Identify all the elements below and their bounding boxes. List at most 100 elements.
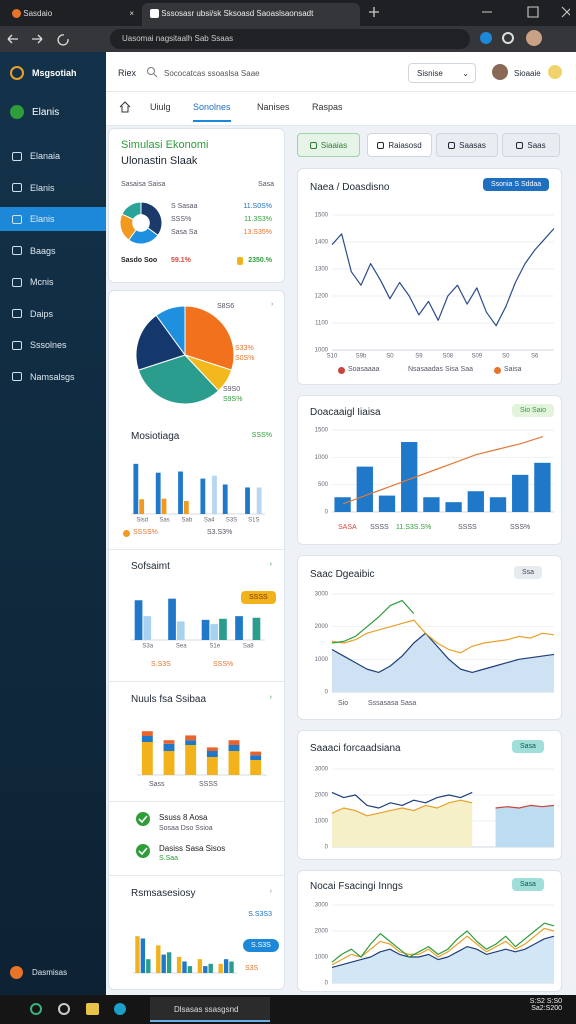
chart-button[interactable]: Ssonia S Sddaa (483, 178, 550, 191)
y-tick-label: 3000 (315, 592, 329, 598)
filter-button[interactable]: Raiasosd (367, 133, 432, 157)
url-bar[interactable]: Uasomai nagsitaalh Sab Ssaas (110, 29, 470, 49)
nav-item[interactable]: Elanaia (0, 144, 106, 168)
dropdown[interactable]: Sisnise ⌄ (408, 63, 476, 83)
annotation: Sssasasa Sasa (368, 700, 417, 707)
divider (109, 549, 286, 550)
pie-slice (137, 354, 220, 405)
annotation: SSS% (251, 432, 272, 439)
taskbar-icon[interactable] (114, 1003, 126, 1015)
tab[interactable]: Uiulg (150, 102, 171, 112)
new-tab[interactable] (368, 6, 380, 18)
y-tick-label: 2000 (315, 624, 329, 630)
notification[interactable] (548, 65, 562, 79)
divider (109, 801, 286, 802)
footer-dot (237, 257, 243, 265)
bar (168, 598, 176, 640)
button-label: Siaaias (320, 140, 348, 150)
chart-button[interactable]: Ssa (514, 566, 543, 579)
tab[interactable]: Nanises (257, 102, 290, 112)
window-controls[interactable] (480, 6, 570, 18)
nav-label: Daips (30, 308, 54, 319)
bar (203, 966, 208, 973)
bar (512, 474, 529, 512)
user-name: Sioaaie (514, 69, 541, 78)
bar (401, 442, 418, 512)
legend-text: Saisa (504, 366, 522, 373)
y-tick-label: 1000 (315, 455, 329, 461)
nav-buttons[interactable] (6, 32, 72, 46)
profile-icon[interactable] (526, 30, 542, 46)
extension-icon[interactable] (502, 32, 514, 44)
chevron[interactable]: › (269, 888, 272, 895)
bar (252, 617, 261, 640)
nav-item[interactable]: Elanis (0, 207, 106, 231)
browser-tab[interactable]: Sssosasr ubsi/sk Sksoasd Saoaslsaonsadt (142, 3, 360, 26)
taskbar-icon[interactable] (30, 1003, 42, 1015)
taskbar-icon[interactable] (58, 1003, 70, 1015)
bar-chart: 0 500 1000 1500 (315, 428, 554, 514)
annotation: Sass (149, 781, 165, 788)
taskbar-icon[interactable] (86, 1003, 99, 1015)
x-tick-label: S10 (327, 354, 338, 360)
chart-button[interactable]: Sio Saio (512, 404, 555, 417)
chevron[interactable]: › (271, 301, 274, 308)
y-tick-label: 500 (318, 482, 329, 488)
annotation: SSS% (510, 524, 531, 531)
bar (378, 495, 396, 512)
nav-item[interactable]: Baags (0, 239, 106, 263)
sidebar-footer[interactable]: Dasmisas (32, 968, 68, 977)
dropdown-label: Sisnise (417, 69, 443, 78)
tab[interactable]: Sonolnes (193, 102, 231, 122)
taskbar-app[interactable]: Dlsasas ssasgsnd (150, 997, 270, 1022)
chevron[interactable]: › (269, 561, 272, 568)
line-chart: 1000 1100 1200 1300 1400 1500 S10 S9b S0 S9 S08 S09… (315, 213, 555, 360)
x-tick-label: Sa8 (243, 644, 254, 650)
nav-item[interactable]: Mcnis (0, 270, 106, 294)
filter-button[interactable]: Siaaias (297, 133, 360, 157)
nav-item[interactable]: Elanis (0, 176, 106, 200)
bar (228, 751, 240, 775)
badge[interactable]: S.S3S (243, 939, 279, 952)
chart-button[interactable]: Sasa (512, 740, 544, 753)
nav-icon (12, 372, 22, 381)
bar-chart: S3a Sea S1e Sa8 (131, 598, 265, 650)
nav-icon (12, 183, 22, 192)
time: S:S2 S:S0 (529, 998, 562, 1005)
nav-item[interactable]: Sssolnes (0, 333, 106, 357)
bar (423, 497, 440, 512)
divider (109, 875, 286, 876)
filter-button[interactable]: Saasas (436, 133, 498, 157)
chevron[interactable]: › (269, 694, 272, 701)
bar (187, 966, 193, 973)
y-tick-label: 3000 (315, 767, 329, 773)
extension-icon[interactable] (480, 32, 492, 44)
x-tick-label: S9b (356, 354, 367, 360)
tab[interactable]: Raspas (312, 102, 343, 112)
line (331, 935, 555, 968)
annotation: SSSS (458, 524, 477, 531)
home-icon[interactable] (119, 101, 131, 113)
clock: S:S2 S:S0 Sa2:S200 (500, 998, 562, 1012)
filter-button[interactable]: Saas (502, 133, 560, 157)
footer-icon (10, 966, 23, 979)
line (331, 619, 555, 654)
nav-item[interactable]: Namsalsgs (0, 365, 106, 389)
nav-icon (12, 214, 22, 224)
bar (185, 735, 197, 741)
chart-title: Saac Dgeaibic (310, 569, 375, 580)
x-tick-label: S0 (386, 354, 394, 360)
pie-slice (155, 305, 186, 357)
search-text[interactable]: Sococatcas ssoaslsa Saae (164, 69, 260, 78)
summary-label: Sasaisa Saisa (121, 181, 166, 188)
bar (206, 757, 218, 775)
annotation: SSSS (199, 781, 218, 788)
chart-button[interactable]: Sasa (512, 878, 544, 891)
nav-item[interactable]: Daips (0, 302, 106, 326)
legend-text: Nsasaadas Sisa Saa (408, 366, 473, 373)
breakdown-card: S8S6 › S33% S0S% S9S0 S9S% Mosiotiaga SS… (108, 290, 286, 990)
avatar[interactable] (492, 64, 508, 80)
browser-tab[interactable]: Sasdaio × (4, 3, 140, 26)
bar (467, 491, 484, 512)
